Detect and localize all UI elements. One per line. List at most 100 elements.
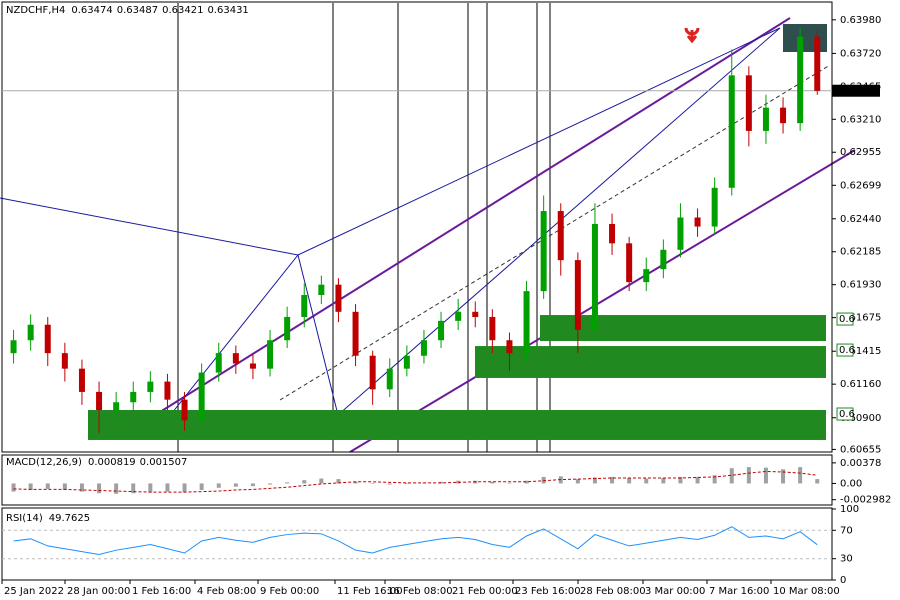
candle-body bbox=[44, 324, 51, 354]
candle-body bbox=[318, 284, 325, 296]
candle-body bbox=[386, 368, 393, 390]
x-tick-label: 10 Mar 08:00 bbox=[773, 586, 840, 597]
candle-body bbox=[711, 187, 718, 227]
trend-line bbox=[279, 64, 831, 401]
candle-body bbox=[181, 399, 188, 421]
candle-body bbox=[814, 36, 821, 91]
y-tick-label: 0.63980 bbox=[840, 15, 881, 26]
current-price-label: 0.63431 bbox=[834, 86, 875, 97]
y-tick-label: 0.61160 bbox=[840, 379, 881, 390]
candle-body bbox=[232, 353, 239, 364]
candle-body bbox=[591, 223, 598, 330]
candle-body bbox=[335, 284, 342, 312]
candle-body bbox=[455, 311, 462, 321]
zone-label-box bbox=[836, 343, 854, 357]
zone-label-box bbox=[836, 407, 854, 421]
y-tick-label: 0.63210 bbox=[840, 114, 881, 125]
candle-body bbox=[198, 372, 205, 421]
candle-body bbox=[540, 211, 547, 292]
y-tick-label: 30 bbox=[840, 554, 853, 565]
candle-body bbox=[489, 316, 496, 341]
y-tick-label: 70 bbox=[840, 525, 853, 536]
header-value: 0.63421 bbox=[162, 5, 203, 16]
header-value: 0.001507 bbox=[140, 457, 188, 468]
x-tick-label: 1 Feb 16:00 bbox=[132, 586, 191, 597]
header-value: 0.63487 bbox=[117, 5, 158, 16]
candle-body bbox=[215, 353, 222, 373]
candle-body bbox=[78, 368, 85, 392]
candle-body bbox=[523, 291, 530, 354]
zone bbox=[540, 315, 826, 342]
candle-body bbox=[660, 249, 667, 270]
candle-body bbox=[626, 243, 633, 283]
candle-body bbox=[438, 320, 445, 341]
candle-body bbox=[61, 353, 68, 369]
marker-box bbox=[783, 24, 827, 52]
zone-label: 0.6 bbox=[839, 314, 855, 325]
channel-line bbox=[159, 17, 791, 413]
x-tick-label: 28 Jan 00:00 bbox=[67, 586, 130, 597]
x-tick-label: 25 Jan 2022 bbox=[4, 586, 64, 597]
x-tick-label: 16 Feb 08:00 bbox=[387, 586, 453, 597]
y-tick-label: 0.61415 bbox=[840, 346, 881, 357]
header-value: 49.7625 bbox=[49, 513, 90, 524]
candle-body bbox=[643, 269, 650, 283]
y-tick-label: 0.62955 bbox=[840, 147, 881, 158]
y-tick-label: 0.61675 bbox=[840, 313, 881, 324]
candle-body bbox=[609, 223, 616, 244]
candle-body bbox=[762, 107, 769, 131]
zone-label-box bbox=[836, 312, 854, 326]
candle-body bbox=[267, 340, 274, 369]
candle-body bbox=[472, 311, 479, 317]
header-value: 0.000819 bbox=[88, 457, 136, 468]
signal-line bbox=[13, 470, 818, 493]
candle-body bbox=[797, 36, 804, 124]
y-tick-label: 0.62699 bbox=[840, 180, 881, 191]
pane-title: RSI(14) bbox=[6, 513, 43, 524]
y-tick-label: 0.00378 bbox=[840, 458, 881, 469]
candle-body bbox=[728, 75, 735, 188]
candle-body bbox=[301, 295, 308, 317]
candle-body bbox=[780, 107, 787, 124]
candle-body bbox=[403, 355, 410, 369]
candle-body bbox=[113, 402, 120, 411]
candle-body bbox=[164, 381, 171, 400]
y-tick-label: 0.61930 bbox=[840, 280, 881, 291]
zone-label: 0.6 bbox=[839, 409, 855, 420]
pane-title: NZDCHF,H4 bbox=[6, 5, 65, 16]
zone bbox=[88, 410, 826, 440]
y-tick-label: 0.62440 bbox=[840, 214, 881, 225]
x-tick-label: 9 Feb 00:00 bbox=[260, 586, 319, 597]
x-tick-label: 7 Mar 16:00 bbox=[709, 586, 769, 597]
candle-body bbox=[745, 75, 752, 131]
candle-body bbox=[420, 340, 427, 356]
y-tick-label: 0.60655 bbox=[840, 444, 881, 455]
x-tick-label: 28 Feb 08:00 bbox=[580, 586, 646, 597]
y-tick-label: 0.00 bbox=[840, 478, 862, 489]
candle-body bbox=[27, 324, 34, 341]
candle-body bbox=[694, 217, 701, 227]
y-tick-label: 0.62185 bbox=[840, 247, 881, 258]
rsi-line bbox=[13, 526, 818, 555]
header-value: 0.63431 bbox=[207, 5, 248, 16]
channel-line bbox=[349, 149, 856, 453]
macd-pane bbox=[1, 454, 833, 506]
zone-label: 0.6 bbox=[839, 345, 855, 356]
candle-body bbox=[369, 355, 376, 390]
candle-body bbox=[10, 340, 17, 354]
arrow-icon bbox=[684, 27, 700, 44]
x-tick-label: 3 Mar 00:00 bbox=[645, 586, 705, 597]
y-tick-label: -0.002982 bbox=[840, 495, 891, 506]
candle-body bbox=[130, 391, 137, 403]
x-tick-label: 11 Feb 16:00 bbox=[337, 586, 403, 597]
pane-title: MACD(12,26,9) bbox=[6, 457, 82, 468]
y-tick-label: 100 bbox=[840, 504, 859, 515]
y-tick-label: 0.63720 bbox=[840, 48, 881, 59]
x-tick-label: 21 Feb 00:00 bbox=[452, 586, 518, 597]
candle-body bbox=[96, 391, 103, 411]
candle-body bbox=[574, 260, 581, 330]
x-tick-label: 4 Feb 08:00 bbox=[197, 586, 256, 597]
y-tick-label: 0 bbox=[840, 575, 846, 586]
